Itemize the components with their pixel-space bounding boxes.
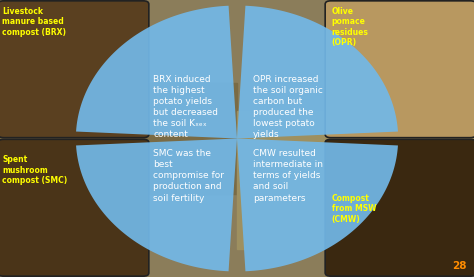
Text: Livestock
manure based
compost (BRX): Livestock manure based compost (BRX) [2,7,66,37]
FancyBboxPatch shape [325,1,474,138]
Bar [237,111,474,249]
Polygon shape [237,138,398,271]
Text: CMW resulted
intermediate in
terms of yields
and soil
parameters: CMW resulted intermediate in terms of yi… [253,149,323,202]
Text: Olive
pomace
residues
(OPR): Olive pomace residues (OPR) [332,7,369,47]
FancyBboxPatch shape [0,1,149,138]
FancyBboxPatch shape [0,139,149,276]
Polygon shape [237,6,398,138]
Text: Compost
from MSW
(CMW): Compost from MSW (CMW) [332,194,376,224]
Text: OPR increased
the soil organic
carbon but
produced the
lowest potato
yields: OPR increased the soil organic carbon bu… [253,75,323,139]
Text: SMC was the
best
compromise for
production and
soil fertility: SMC was the best compromise for producti… [153,149,224,202]
Text: Spent
mushroom
compost (SMC): Spent mushroom compost (SMC) [2,155,68,185]
Text: BRX induced
the highest
potato yields
but decreased
the soil Kₓₑₓ
content: BRX induced the highest potato yields bu… [153,75,218,139]
Text: 28: 28 [452,261,467,271]
Polygon shape [76,138,237,271]
Bar [0,83,237,194]
Polygon shape [76,6,237,138]
FancyBboxPatch shape [325,139,474,276]
